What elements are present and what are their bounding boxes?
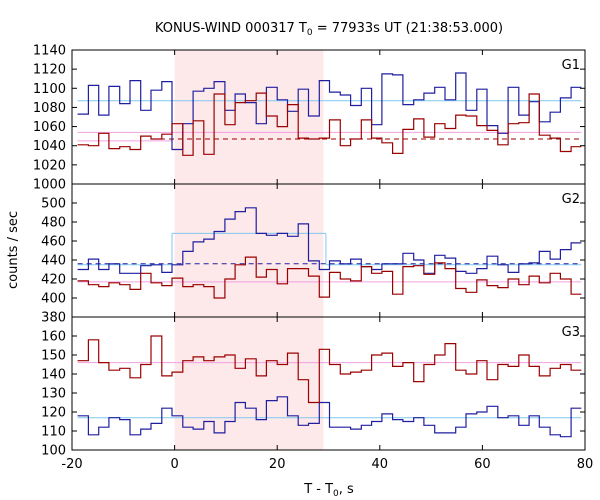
y-tick-label: 440 <box>41 254 66 269</box>
y-tick-label: 100 <box>41 444 66 459</box>
panel-g2: 380 400 420 440 460 480 500 G2 <box>41 183 586 326</box>
y-tick-label: 1060 <box>33 120 66 135</box>
panel-label-g3: G3 <box>562 325 580 340</box>
y-tick-label: 130 <box>41 387 66 402</box>
y-tick-label: 160 <box>41 330 66 345</box>
y-tick-label: 140 <box>41 368 66 383</box>
y-tick-label: 1140 <box>33 44 66 59</box>
x-tick-label: 20 <box>269 457 286 472</box>
y-tick-label: 480 <box>41 216 66 231</box>
step-series-red <box>77 256 582 299</box>
panel-g3: 100 110 120 130 140 150 160 -20 0 20 40 60 80 G3 <box>41 316 594 472</box>
y-tick-label: 1080 <box>33 101 66 116</box>
y-tick-label: 500 <box>41 197 66 212</box>
step-series-blue <box>77 396 582 438</box>
y-tick-label: 1000 <box>33 178 66 193</box>
x-tick-label: 60 <box>474 457 491 472</box>
chart-title: KONUS-WIND 000317 T0 = 77933s UT (21:38:… <box>155 21 503 38</box>
step-series-red <box>77 335 582 404</box>
y-tick-label: 110 <box>41 425 66 440</box>
y-tick-label: 460 <box>41 235 66 250</box>
y-tick-label: 150 <box>41 349 66 364</box>
y-tick-label: 400 <box>41 292 66 307</box>
panel-frame <box>71 316 586 451</box>
y-tick-label: 120 <box>41 406 66 421</box>
panel-g1: 1000 1020 1040 1060 1080 1100 1120 1140 G1 <box>33 44 586 193</box>
y-axis-label: counts / sec <box>6 211 21 289</box>
step-series-blue <box>77 72 582 151</box>
burst-interval-shade <box>174 50 324 450</box>
y-tick-label: 420 <box>41 273 66 288</box>
y-tick-label: 1100 <box>33 82 66 97</box>
y-tick-label: 380 <box>41 311 66 326</box>
x-tick-label: 80 <box>577 457 594 472</box>
panel-label-g2: G2 <box>562 192 580 207</box>
x-axis-label: T - T0, s <box>303 482 354 499</box>
x-tick-label: 0 <box>170 457 178 472</box>
y-tick-label: 1040 <box>33 139 66 154</box>
x-tick-label: -20 <box>61 457 82 472</box>
y-tick-label: 1120 <box>33 63 66 78</box>
plot-area: 10001020104010601080110011201140G1380400… <box>33 44 593 473</box>
x-tick-label: 40 <box>372 457 389 472</box>
y-tick-label: 1020 <box>33 158 66 173</box>
panel-label-g1: G1 <box>562 58 580 73</box>
step-series-blue <box>77 207 582 274</box>
step-series-red <box>77 92 582 156</box>
